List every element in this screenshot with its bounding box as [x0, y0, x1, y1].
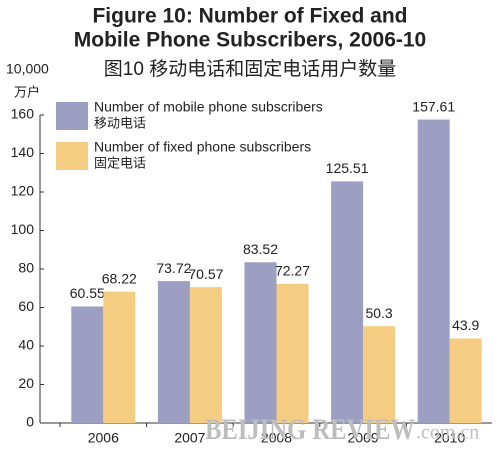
bar — [449, 338, 482, 423]
x-tick-label: 2009 — [348, 430, 379, 446]
value-label: 73.72 — [156, 260, 191, 276]
chart-subtitle: 图10 移动电话和固定电话用户数量 — [104, 58, 396, 80]
y-tick-label: 120 — [11, 183, 35, 199]
y-axis-unit: 万户 — [14, 84, 40, 99]
legend-label: Number of mobile phone subscribers — [94, 99, 323, 115]
x-tick-label: 2007 — [174, 430, 205, 446]
chart-title: Mobile Phone Subscribers, 2006-10 — [74, 29, 426, 52]
x-tick-label: 2010 — [434, 430, 465, 446]
bar — [244, 262, 277, 423]
value-label: 72.27 — [275, 263, 310, 279]
y-axis-unit: 10,000 — [6, 61, 49, 77]
bar — [157, 281, 190, 423]
watermark: .com.cn — [416, 422, 479, 444]
y-tick-label: 80 — [18, 260, 34, 276]
bar — [417, 119, 450, 423]
bar — [71, 306, 104, 423]
watermark: BEIJING REVIEW — [205, 413, 415, 446]
bar — [189, 287, 222, 423]
bar — [103, 291, 136, 423]
y-tick-label: 160 — [11, 106, 35, 122]
legend-label: Number of fixed phone subscribers — [94, 139, 311, 155]
x-tick-label: 2006 — [88, 430, 119, 446]
value-label: 157.61 — [412, 98, 455, 114]
value-label: 60.55 — [70, 285, 105, 301]
bar — [363, 326, 396, 423]
y-tick-label: 60 — [18, 298, 34, 314]
value-label: 83.52 — [243, 241, 278, 257]
legend-swatch — [56, 142, 88, 170]
legend-label: 固定电话 — [94, 155, 146, 170]
bar — [276, 283, 309, 423]
y-tick-label: 140 — [11, 144, 35, 160]
y-tick-label: 20 — [18, 375, 34, 391]
y-tick-label: 40 — [18, 337, 34, 353]
bar — [331, 181, 364, 423]
chart-title: Figure 10: Number of Fixed and — [92, 5, 407, 28]
x-tick-label: 2008 — [261, 430, 292, 446]
y-tick-label: 100 — [11, 221, 35, 237]
value-label: 43.9 — [452, 317, 479, 333]
value-label: 68.22 — [102, 270, 137, 286]
legend-label: 移动电话 — [94, 115, 146, 130]
y-tick-label: 0 — [26, 414, 34, 430]
value-label: 50.3 — [365, 305, 392, 321]
value-label: 70.57 — [188, 266, 223, 282]
value-label: 125.51 — [326, 160, 369, 176]
legend-swatch — [56, 102, 88, 130]
